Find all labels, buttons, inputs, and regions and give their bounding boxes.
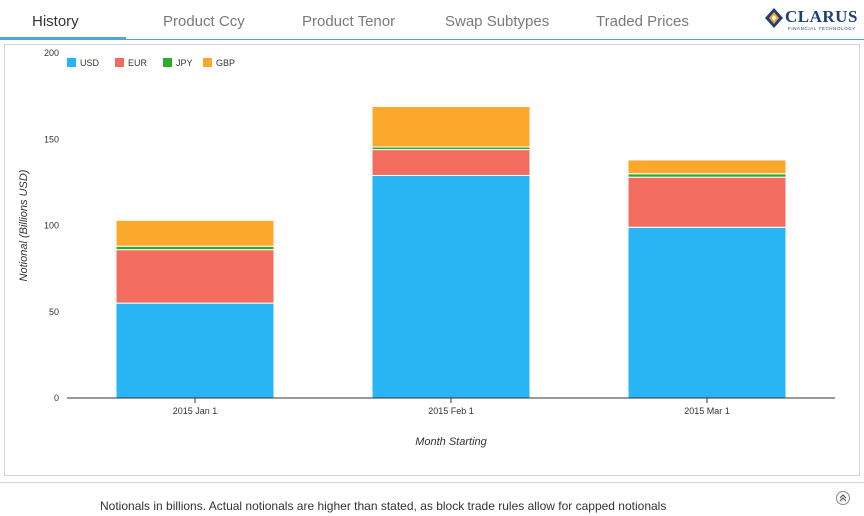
tab-product-ccy[interactable]: Product Ccy <box>163 13 245 30</box>
bar-jpy-1 <box>115 245 275 251</box>
clarus-logo: CLARUS FINANCIAL TECHNOLOGY <box>763 6 859 34</box>
legend-swatch <box>115 58 124 67</box>
logo-tagline: FINANCIAL TECHNOLOGY <box>788 26 857 31</box>
tab-traded-prices[interactable]: Traded Prices <box>596 13 689 30</box>
legend-label: USD <box>80 58 100 68</box>
legend-swatch <box>163 58 172 67</box>
collapse-button[interactable] <box>836 491 850 505</box>
active-tab-indicator <box>0 37 126 40</box>
legend-item-gbp[interactable]: GBP <box>203 58 235 68</box>
bar-jpy-3 <box>627 173 787 178</box>
legend-label: JPY <box>176 58 193 68</box>
y-axis-label: Notional (Billions USD) <box>18 169 30 281</box>
x-tick-label: 2015 Jan 1 <box>173 406 218 416</box>
bar-eur-3 <box>627 176 787 228</box>
bar-gbp-2 <box>371 105 531 148</box>
x-tick-label: 2015 Feb 1 <box>428 406 474 416</box>
tab-product-tenor[interactable]: Product Tenor <box>302 13 396 30</box>
tab-history[interactable]: History <box>32 13 79 30</box>
legend-swatch <box>203 58 212 67</box>
bar-usd-3 <box>627 226 787 399</box>
clarus-diamond-icon <box>765 8 783 28</box>
legend-label: EUR <box>128 58 148 68</box>
legend-item-usd[interactable]: USD <box>67 58 99 68</box>
x-tick-label: 2015 Mar 1 <box>684 406 730 416</box>
bar-gbp-3 <box>627 159 787 175</box>
y-tick-label: 150 <box>44 134 59 144</box>
legend-item-jpy[interactable]: JPY <box>163 58 193 68</box>
footer: Notionals in billions. Actual notionals … <box>0 482 864 516</box>
stacked-bar-chart: 0 50 100 150 200 Notional (Billions USD) 2015 … <box>18 48 835 448</box>
legend-label: GBP <box>216 58 236 68</box>
legend-item-eur[interactable]: EUR <box>115 58 147 68</box>
footer-note: Notionals in billions. Actual notionals … <box>100 499 667 513</box>
tab-bar: History Product Ccy Product Tenor Swap S… <box>0 0 864 40</box>
chart-panel: 0 50 100 150 200 Notional (Billions USD) 2015 … <box>4 44 860 476</box>
legend-swatch <box>67 58 76 67</box>
y-tick-label: 200 <box>44 48 59 58</box>
y-tick-label: 100 <box>44 221 59 231</box>
chevron-up-icon <box>839 494 847 502</box>
y-tick-label: 50 <box>49 307 59 317</box>
bar-gbp-1 <box>115 219 275 247</box>
bar-eur-1 <box>115 249 275 304</box>
y-tick-label: 0 <box>54 393 59 403</box>
x-axis-label: Month Starting <box>415 436 487 448</box>
logo-name: CLARUS <box>785 7 858 26</box>
bar-usd-1 <box>115 302 275 399</box>
bar-usd-2 <box>371 174 531 399</box>
tab-swap-subtypes[interactable]: Swap Subtypes <box>445 13 550 30</box>
bar-eur-2 <box>371 149 531 176</box>
